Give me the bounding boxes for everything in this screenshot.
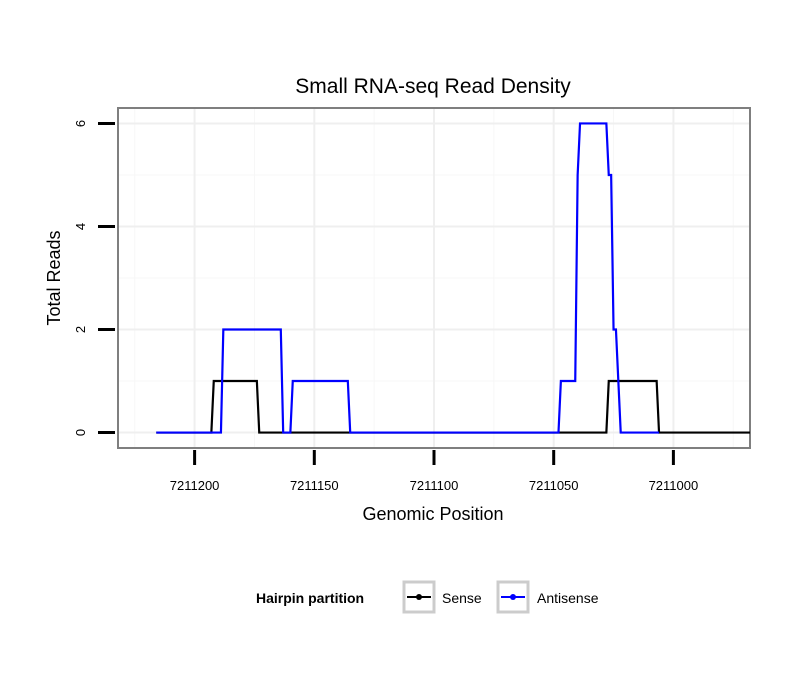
series-layer	[156, 122, 750, 434]
ticks-layer: 7211200 7211150 7211100 7211050 7211000 0 2 4 6	[73, 120, 698, 493]
legend-label-sense: Sense	[442, 590, 482, 606]
legend-label-antisense: Antisense	[537, 590, 599, 606]
series-line-sense	[156, 379, 750, 434]
x-tick-label-2: 7211100	[410, 478, 459, 493]
x-tick-label-4: 7211000	[649, 478, 699, 493]
x-axis-title: Genomic Position	[362, 504, 503, 524]
legend: Hairpin partition Sense Antisense	[256, 580, 599, 614]
x-tick-label-3: 7211050	[529, 478, 579, 493]
legend-title: Hairpin partition	[256, 590, 364, 606]
series-line-antisense	[156, 122, 660, 434]
y-tick-label-0: 0	[73, 429, 88, 436]
legend-key-sense-point	[416, 594, 422, 600]
y-tick-label-3: 6	[73, 120, 88, 127]
legend-key-antisense-point	[510, 594, 516, 600]
panel-border	[117, 107, 751, 449]
x-tick-label-0: 7211200	[170, 478, 220, 493]
x-tick-label-1: 7211150	[290, 478, 339, 493]
chart-title: Small RNA-seq Read Density	[295, 75, 571, 98]
y-tick-label-1: 2	[73, 326, 88, 333]
grid	[118, 108, 750, 448]
y-axis-title: Total Reads	[44, 230, 64, 325]
y-tick-label-2: 4	[73, 223, 88, 230]
